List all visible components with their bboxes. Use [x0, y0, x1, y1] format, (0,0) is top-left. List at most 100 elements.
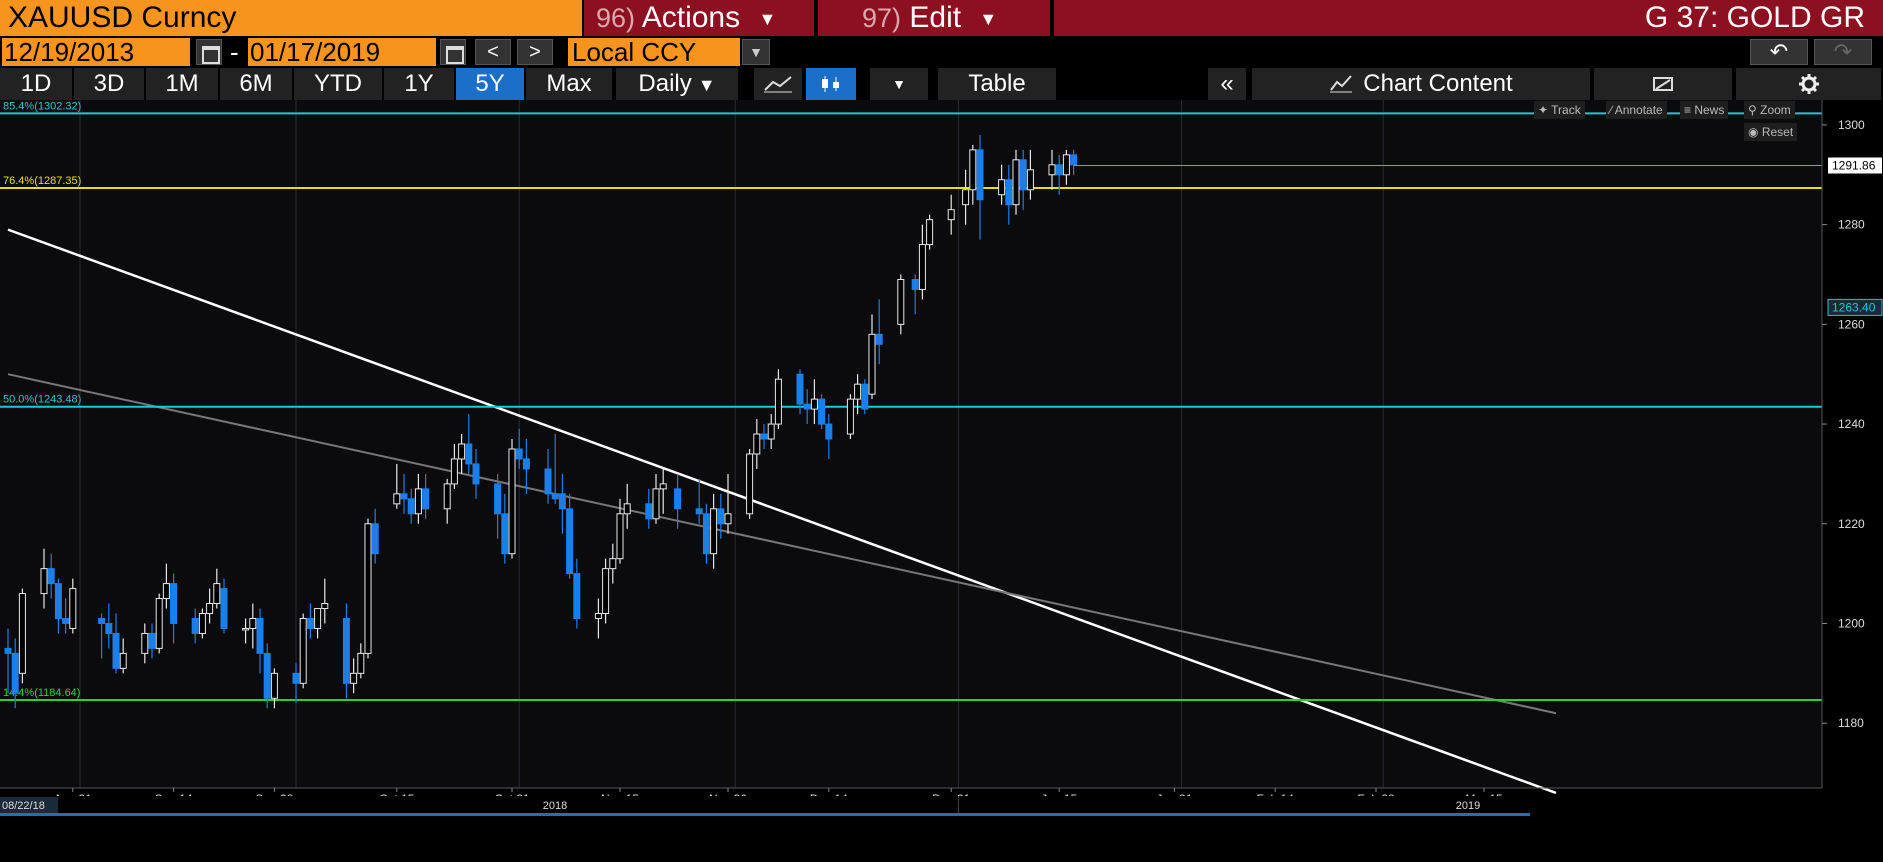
candle-body[interactable]	[314, 608, 322, 629]
candle-body[interactable]	[162, 583, 170, 600]
calendar-icon[interactable]	[196, 39, 222, 65]
candle-body[interactable]	[112, 632, 120, 669]
candle-body[interactable]	[659, 483, 667, 490]
range-1y[interactable]: 1Y	[384, 68, 456, 100]
security-field[interactable]: XAUUSD Curncy	[0, 0, 582, 36]
candle-body[interactable]	[767, 423, 775, 440]
candle-body[interactable]	[306, 617, 314, 629]
candle-body[interactable]	[969, 149, 977, 191]
annotate-button[interactable]: ∕ Annotate	[1606, 101, 1667, 119]
candle-body[interactable]	[371, 523, 379, 555]
candle-body[interactable]	[105, 622, 113, 634]
range-3d[interactable]: 3D	[74, 68, 146, 100]
candle-body[interactable]	[98, 617, 106, 624]
candle-body[interactable]	[861, 383, 869, 410]
candle-body[interactable]	[774, 378, 782, 425]
gear-icon[interactable]	[1736, 68, 1883, 100]
candle-body[interactable]	[825, 423, 833, 440]
candlestick-chart-icon[interactable]	[806, 68, 858, 100]
range-6m[interactable]: 6M	[220, 68, 294, 100]
candle-body[interactable]	[400, 493, 408, 500]
candle-body[interactable]	[573, 573, 581, 619]
candle-body[interactable]	[1048, 164, 1056, 176]
line-chart-icon[interactable]	[754, 68, 804, 100]
chevron-down-icon[interactable]: ▼	[742, 39, 770, 65]
candle-body[interactable]	[810, 398, 818, 410]
candle-body[interactable]	[1026, 169, 1034, 191]
redo-icon[interactable]: ↷	[1814, 39, 1872, 65]
candle-body[interactable]	[501, 513, 509, 555]
candle-body[interactable]	[911, 278, 919, 290]
candle-body[interactable]	[155, 598, 163, 649]
candle-body[interactable]	[119, 652, 127, 669]
candle-body[interactable]	[249, 617, 257, 629]
candle-body[interactable]	[803, 403, 811, 410]
price-chart[interactable]: 85.4%(1302.32) 76.4%(1287.35) 50.0%(1243.4…	[0, 100, 1883, 862]
candle-body[interactable]	[458, 443, 466, 460]
candle-body[interactable]	[141, 632, 149, 654]
candle-body[interactable]	[868, 333, 876, 395]
candle-body[interactable]	[11, 652, 19, 694]
candle-body[interactable]	[760, 433, 768, 440]
candle-body[interactable]	[299, 617, 307, 684]
candle-body[interactable]	[465, 443, 473, 465]
candle-body[interactable]	[609, 558, 617, 570]
candle-body[interactable]	[616, 513, 624, 560]
candle-body[interactable]	[998, 179, 1006, 196]
end-date-input[interactable]: 01/17/2019	[248, 38, 436, 66]
candle-body[interactable]	[342, 617, 350, 684]
chart-type-dropdown[interactable]: ▼	[870, 68, 930, 100]
candle-body[interactable]	[191, 617, 199, 634]
candle-body[interactable]	[846, 398, 854, 435]
range-max[interactable]: Max	[526, 68, 614, 100]
candle-body[interactable]	[393, 493, 401, 505]
candle-body[interactable]	[18, 593, 26, 674]
candle-body[interactable]	[558, 493, 566, 510]
candle-body[interactable]	[695, 508, 703, 515]
range-ytd[interactable]: YTD	[294, 68, 384, 100]
candle-body[interactable]	[508, 448, 516, 555]
calendar-icon[interactable]	[440, 39, 466, 65]
next-period-button[interactable]: >	[517, 39, 553, 65]
candle-body[interactable]	[450, 458, 458, 485]
candle-body[interactable]	[947, 209, 955, 221]
candle-body[interactable]	[602, 568, 610, 615]
currency-select[interactable]: Local CCY	[568, 38, 740, 66]
range-1m[interactable]: 1M	[146, 68, 220, 100]
candle-body[interactable]	[522, 458, 530, 470]
candle-body[interactable]	[69, 588, 77, 629]
start-date-input[interactable]: 12/19/2013	[2, 38, 190, 66]
candle-body[interactable]	[357, 652, 365, 674]
candle-body[interactable]	[148, 632, 156, 649]
table-button[interactable]: Table	[938, 68, 1058, 100]
candle-body[interactable]	[746, 453, 754, 515]
candle-body[interactable]	[422, 488, 430, 510]
candle-body[interactable]	[976, 149, 984, 201]
candle-body[interactable]	[1019, 159, 1027, 191]
candle-body[interactable]	[875, 333, 883, 345]
candle-body[interactable]	[170, 583, 178, 624]
candlestick-chart[interactable]: 85.4%(1302.32) 76.4%(1287.35) 50.0%(1243.4…	[0, 100, 1883, 862]
candle-body[interactable]	[544, 468, 552, 495]
zoom-button[interactable]: ⚲ Zoom	[1744, 101, 1795, 119]
candle-body[interactable]	[753, 433, 761, 455]
candle-body[interactable]	[220, 588, 228, 629]
candle-body[interactable]	[1005, 179, 1013, 206]
candle-body[interactable]	[962, 189, 970, 206]
candle-body[interactable]	[645, 503, 653, 520]
gray-trendline[interactable]	[7, 373, 1557, 715]
candle-body[interactable]	[256, 617, 264, 654]
candle-body[interactable]	[40, 568, 48, 595]
candle-body[interactable]	[414, 488, 422, 515]
candle-body[interactable]	[926, 219, 934, 246]
candle-body[interactable]	[54, 583, 62, 619]
candle-body[interactable]	[407, 498, 415, 515]
candle-body[interactable]	[710, 508, 718, 555]
candle-body[interactable]	[198, 613, 206, 634]
candle-body[interactable]	[652, 488, 660, 520]
candle-body[interactable]	[494, 483, 502, 515]
candle-body[interactable]	[918, 244, 926, 290]
candle-body[interactable]	[1062, 154, 1070, 176]
candle-body[interactable]	[724, 513, 732, 525]
candle-body[interactable]	[206, 603, 214, 615]
